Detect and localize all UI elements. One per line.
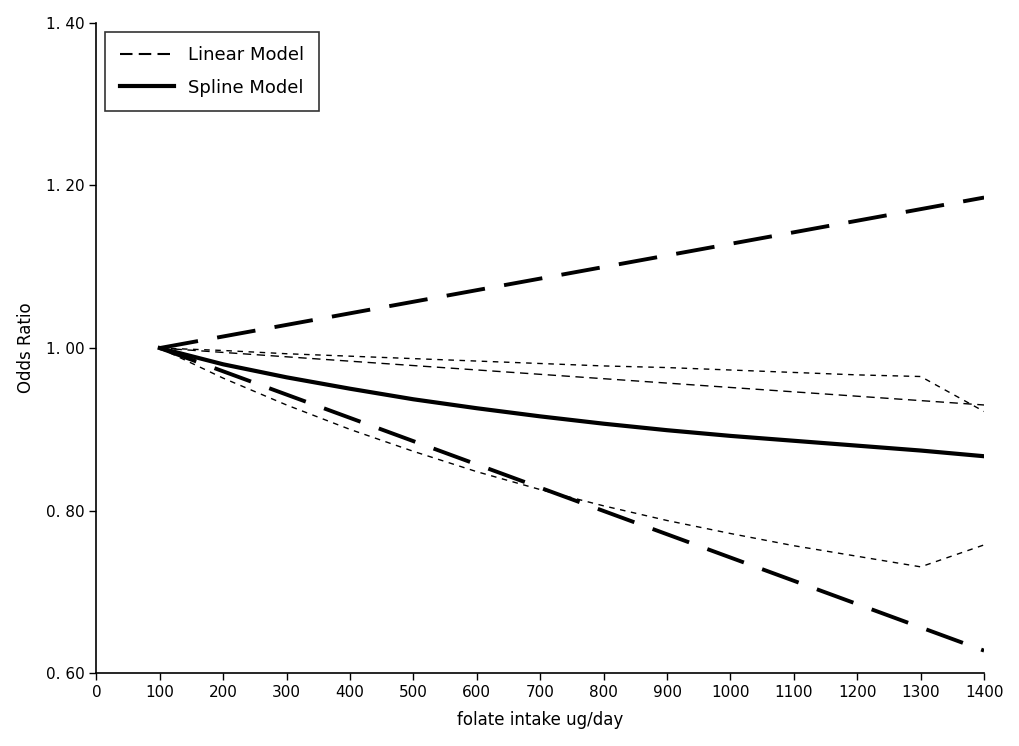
X-axis label: folate intake ug/day: folate intake ug/day [457,712,623,730]
Legend: Linear Model, Spline Model: Linear Model, Spline Model [105,31,319,111]
Y-axis label: Odds Ratio: Odds Ratio [16,303,35,393]
